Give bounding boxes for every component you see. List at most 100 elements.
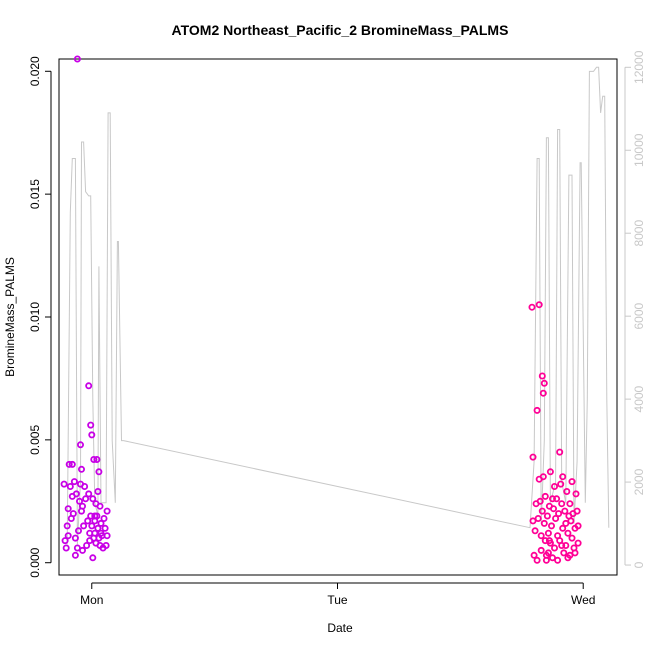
data-point-late-0 bbox=[528, 303, 536, 311]
data-point-late-53 bbox=[567, 517, 575, 525]
data-point-early-10 bbox=[68, 460, 76, 468]
data-point-early-6 bbox=[65, 460, 73, 468]
data-point-late-41 bbox=[558, 500, 566, 508]
data-point-late-36 bbox=[554, 556, 562, 564]
data-point-early-41 bbox=[90, 455, 98, 463]
data-point-early-23 bbox=[78, 465, 86, 473]
data-point-late-64 bbox=[542, 556, 550, 564]
data-point-late-11 bbox=[536, 497, 544, 505]
data-point-early-43 bbox=[91, 529, 99, 537]
right-tick-label: 4000 bbox=[632, 385, 646, 412]
data-point-late-15 bbox=[539, 389, 547, 397]
data-point-early-15 bbox=[72, 490, 80, 498]
plot-frame bbox=[58, 58, 618, 576]
data-point-late-63 bbox=[537, 532, 545, 540]
data-point-late-47 bbox=[562, 542, 570, 550]
data-point-late-18 bbox=[540, 519, 548, 527]
altitude-line bbox=[66, 66, 610, 545]
x-tick-label: Tue bbox=[327, 593, 348, 607]
data-point-late-54 bbox=[568, 534, 576, 542]
data-point-late-31 bbox=[551, 482, 559, 490]
data-point-late-43 bbox=[559, 473, 567, 481]
data-point-late-46 bbox=[562, 519, 570, 527]
right-tick-label: 8000 bbox=[632, 220, 646, 247]
data-point-late-61 bbox=[574, 539, 582, 547]
left-tick-label: 0.005 bbox=[28, 425, 42, 455]
data-point-early-14 bbox=[71, 534, 79, 542]
data-point-early-59 bbox=[102, 542, 110, 550]
x-tick-label: Mon bbox=[80, 593, 103, 607]
data-point-early-19 bbox=[76, 497, 84, 505]
data-point-early-38 bbox=[89, 554, 97, 562]
data-point-early-11 bbox=[69, 510, 77, 518]
right-y-axis: 0 2000 4000 6000 8000 10000 12000 bbox=[624, 50, 646, 568]
data-point-early-29 bbox=[83, 542, 91, 550]
left-tick-label: 0.000 bbox=[28, 547, 42, 577]
data-point-early-3 bbox=[63, 522, 71, 530]
data-points-layer bbox=[60, 55, 582, 564]
data-point-late-10 bbox=[535, 301, 543, 309]
data-point-late-4 bbox=[531, 527, 539, 535]
data-point-early-35 bbox=[87, 421, 95, 429]
data-point-late-6 bbox=[533, 556, 541, 564]
data-point-early-2 bbox=[62, 544, 70, 552]
data-point-late-26 bbox=[546, 468, 554, 476]
right-tick-label: 0 bbox=[632, 561, 646, 568]
x-tick-label: Wed bbox=[571, 593, 595, 607]
data-point-late-22 bbox=[543, 512, 551, 520]
right-tick-label: 12000 bbox=[632, 50, 646, 84]
data-point-early-58 bbox=[101, 524, 109, 532]
data-point-late-69 bbox=[545, 537, 553, 545]
data-point-late-34 bbox=[553, 495, 561, 503]
left-tick-label: 0.020 bbox=[28, 56, 42, 86]
y-axis-label: BromineMass_PALMS bbox=[3, 257, 17, 377]
data-point-early-32 bbox=[85, 490, 93, 498]
data-point-late-40 bbox=[557, 480, 565, 488]
data-point-late-45 bbox=[561, 507, 569, 515]
data-point-early-25 bbox=[79, 502, 87, 510]
data-point-early-28 bbox=[82, 495, 90, 503]
data-point-early-63 bbox=[86, 537, 94, 545]
altitude-line-layer bbox=[66, 66, 610, 545]
data-point-late-38 bbox=[556, 448, 564, 456]
data-point-late-48 bbox=[563, 487, 571, 495]
data-point-early-47 bbox=[93, 455, 101, 463]
data-point-late-66 bbox=[558, 542, 566, 550]
data-point-early-60 bbox=[103, 507, 111, 515]
data-point-late-51 bbox=[566, 500, 574, 508]
left-tick-label: 0.015 bbox=[28, 179, 42, 209]
data-point-late-28 bbox=[548, 522, 556, 530]
data-point-late-19 bbox=[541, 537, 549, 545]
data-point-late-49 bbox=[564, 529, 572, 537]
data-point-early-39 bbox=[89, 495, 97, 503]
data-point-late-37 bbox=[555, 510, 563, 518]
data-point-early-64 bbox=[97, 529, 105, 537]
data-point-early-34 bbox=[87, 512, 95, 520]
data-point-early-57 bbox=[100, 515, 108, 523]
data-point-early-30 bbox=[84, 517, 92, 525]
data-point-early-61 bbox=[103, 532, 111, 540]
right-tick-label: 2000 bbox=[632, 468, 646, 495]
data-point-early-62 bbox=[91, 512, 99, 520]
left-y-axis: 0.000 0.005 0.010 0.015 0.020 bbox=[28, 56, 52, 578]
data-point-early-52 bbox=[96, 502, 104, 510]
data-point-early-27 bbox=[81, 482, 89, 490]
data-point-late-3 bbox=[530, 551, 538, 559]
data-point-early-0 bbox=[60, 480, 68, 488]
data-point-early-36 bbox=[88, 431, 96, 439]
data-point-early-7 bbox=[66, 482, 74, 490]
data-point-late-24 bbox=[544, 549, 552, 557]
data-point-late-14 bbox=[538, 372, 546, 380]
data-point-early-48 bbox=[94, 524, 102, 532]
data-point-late-17 bbox=[540, 379, 548, 387]
data-point-early-49 bbox=[94, 487, 102, 495]
data-point-late-23 bbox=[544, 529, 552, 537]
x-axis: Mon Tue Wed bbox=[80, 582, 595, 607]
chart-title: ATOM2 Northeast_Pacific_2 BromineMass_PA… bbox=[172, 22, 509, 38]
data-point-early-13 bbox=[71, 551, 79, 559]
data-point-late-30 bbox=[550, 505, 558, 513]
data-point-late-12 bbox=[537, 546, 545, 554]
data-point-late-42 bbox=[559, 524, 567, 532]
data-point-late-65 bbox=[549, 495, 557, 503]
